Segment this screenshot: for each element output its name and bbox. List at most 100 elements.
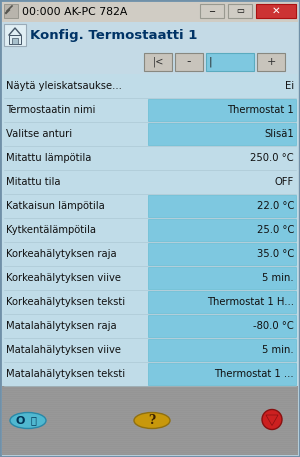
Text: 22.0 °C: 22.0 °C [256, 201, 294, 211]
Bar [148, 195, 296, 217]
Bar [148, 363, 296, 385]
Bar [2, 122, 298, 146]
Text: Termostaatin nimi: Termostaatin nimi [6, 105, 95, 115]
Bar [2, 416, 298, 417]
Bar [2, 434, 298, 435]
Bar [2, 2, 298, 22]
Bar [2, 400, 298, 401]
Bar [2, 394, 298, 395]
Ellipse shape [134, 413, 170, 429]
Text: -80.0 °C: -80.0 °C [253, 321, 294, 331]
Bar [2, 338, 298, 362]
Text: -: - [187, 55, 191, 69]
Circle shape [262, 409, 282, 430]
Bar [148, 243, 296, 265]
Bar [228, 4, 252, 18]
Text: ⌒: ⌒ [30, 415, 36, 425]
Bar [2, 448, 298, 449]
Bar [2, 406, 298, 407]
Bar [2, 74, 298, 98]
Bar [175, 53, 203, 71]
Text: 250.0 °C: 250.0 °C [250, 153, 294, 163]
Text: Valitse anturi: Valitse anturi [6, 129, 72, 139]
Bar [2, 430, 298, 431]
Bar [257, 53, 285, 71]
Bar [144, 53, 172, 71]
Bar [2, 402, 298, 403]
Bar [2, 440, 298, 441]
Bar [206, 53, 254, 71]
Text: Katkaisun lämpötila: Katkaisun lämpötila [6, 201, 105, 211]
Text: ?: ? [148, 414, 156, 427]
Bar [2, 386, 298, 387]
Bar [2, 452, 298, 453]
Bar [2, 266, 298, 290]
Text: Matalahälytyksen teksti: Matalahälytyksen teksti [6, 369, 125, 379]
Text: OFF: OFF [275, 177, 294, 187]
Bar [148, 123, 296, 145]
Text: 35.0 °C: 35.0 °C [257, 249, 294, 259]
Bar [2, 218, 298, 242]
Text: Konfig. Termostaatti 1: Konfig. Termostaatti 1 [30, 30, 197, 43]
Text: 00:000 AK-PC 782A: 00:000 AK-PC 782A [22, 7, 128, 17]
Bar [2, 194, 298, 218]
Bar [2, 50, 298, 74]
Text: Mitattu lämpötila: Mitattu lämpötila [6, 153, 91, 163]
Text: Korkeahälytyksen viive: Korkeahälytyksen viive [6, 273, 121, 283]
Bar [12, 38, 18, 44]
Text: 5 min.: 5 min. [262, 345, 294, 355]
Text: Matalahälytyksen viive: Matalahälytyksen viive [6, 345, 121, 355]
Text: ✕: ✕ [272, 6, 280, 16]
Bar [2, 392, 298, 393]
Text: Matalahälytyksen raja: Matalahälytyksen raja [6, 321, 117, 331]
Bar [2, 422, 298, 423]
Bar [2, 74, 298, 386]
Bar [2, 418, 298, 419]
Bar [2, 390, 298, 391]
Ellipse shape [10, 413, 46, 429]
Bar [148, 339, 296, 361]
Text: |: | [208, 57, 212, 67]
Text: Thermostat 1 H...: Thermostat 1 H... [207, 297, 294, 307]
Text: Mitattu tila: Mitattu tila [6, 177, 61, 187]
Bar [2, 442, 298, 443]
Text: 5 min.: 5 min. [262, 273, 294, 283]
Text: Korkeahälytyksen raja: Korkeahälytyksen raja [6, 249, 117, 259]
Text: Näytä yleiskatsaukse...: Näytä yleiskatsaukse... [6, 81, 122, 91]
Bar [2, 444, 298, 445]
Bar [148, 99, 296, 121]
Bar [2, 98, 298, 122]
Text: Thermostat 1: Thermostat 1 [227, 105, 294, 115]
Bar [148, 219, 296, 241]
Bar [2, 242, 298, 266]
Bar [2, 362, 298, 386]
Bar [2, 408, 298, 409]
Bar [2, 388, 298, 389]
Bar [2, 432, 298, 433]
Bar [2, 314, 298, 338]
Text: Ei: Ei [285, 81, 294, 91]
Bar [148, 291, 296, 313]
Bar [2, 450, 298, 451]
Bar [148, 267, 296, 289]
Text: ▭: ▭ [236, 6, 244, 16]
Bar [2, 454, 298, 455]
Bar [2, 436, 298, 437]
Bar [2, 404, 298, 405]
Bar [4, 24, 26, 46]
Bar [2, 428, 298, 429]
Bar [2, 420, 298, 421]
Text: +: + [266, 57, 276, 67]
Bar [2, 290, 298, 314]
Bar [2, 446, 298, 447]
Bar [2, 386, 298, 455]
Bar [4, 4, 18, 18]
Text: Slisä1: Slisä1 [264, 129, 294, 139]
Text: Thermostat 1 ...: Thermostat 1 ... [214, 369, 294, 379]
Text: 25.0 °C: 25.0 °C [256, 225, 294, 235]
Text: ─: ─ [209, 6, 214, 16]
Bar [2, 170, 298, 194]
Bar [2, 146, 298, 170]
Text: Korkeahälytyksen teksti: Korkeahälytyksen teksti [6, 297, 125, 307]
Bar [2, 398, 298, 399]
